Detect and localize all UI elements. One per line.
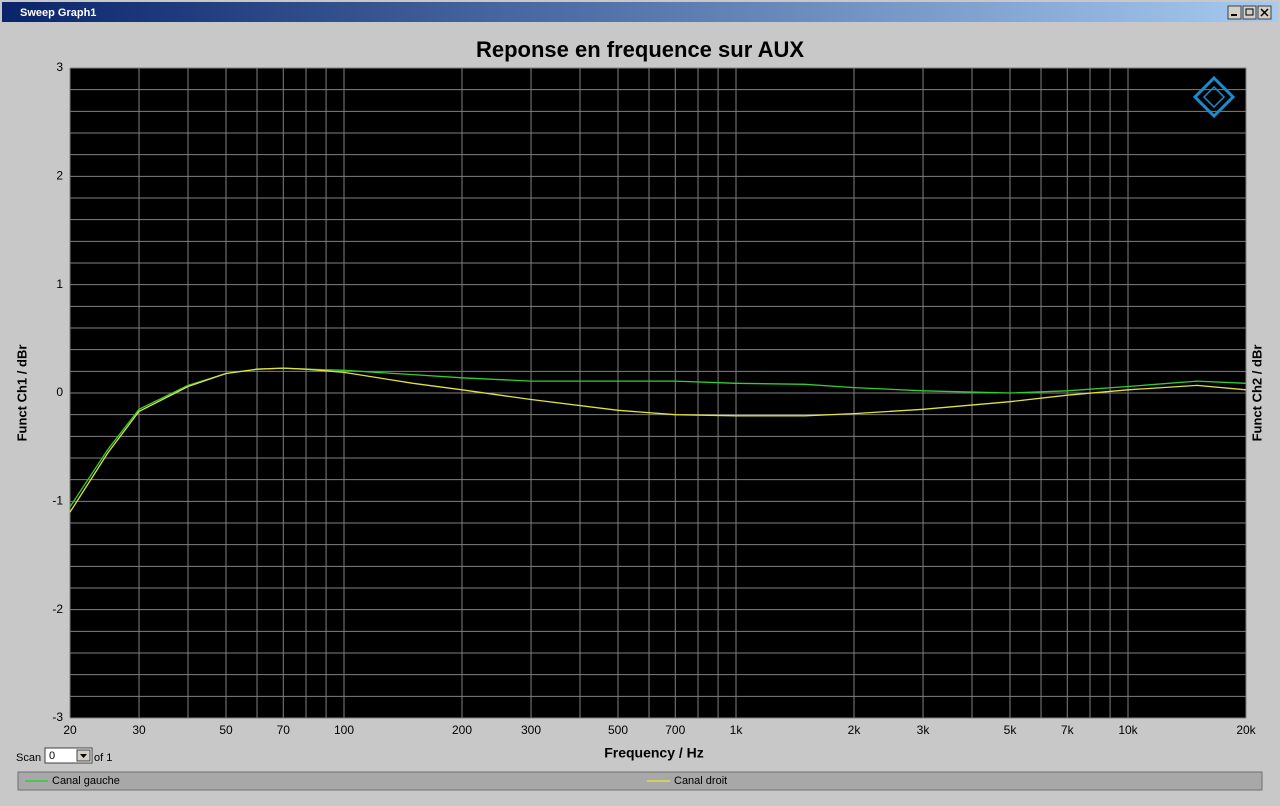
- legend-bar: [17, 771, 1263, 791]
- logo: [1192, 75, 1236, 119]
- legend: Canal gauche Canal droit: [25, 775, 727, 787]
- x-tick-label: 300: [521, 723, 541, 737]
- logo-diamond: [1192, 75, 1236, 119]
- x-tick-label: 200: [452, 723, 472, 737]
- window-buttons[interactable]: [1227, 5, 1272, 20]
- y-tick-label: -2: [52, 602, 63, 616]
- window-title: Sweep Graph1: [20, 7, 96, 19]
- y-tick-label: 0: [56, 385, 63, 399]
- x-tick-label: 10k: [1118, 723, 1138, 737]
- x-tick-label: 700: [665, 723, 685, 737]
- minimize-button[interactable]: [1227, 5, 1242, 20]
- scan-value: 0: [49, 750, 55, 762]
- y-axis-label: Funct Ch1 / dBr: [14, 345, 29, 442]
- x-tick-label: 20: [63, 723, 77, 737]
- scan-label: Scan: [16, 752, 41, 764]
- scan-of: of 1: [94, 752, 112, 764]
- x-tick-label: 2k: [848, 723, 862, 737]
- logo-inner: [1202, 85, 1226, 109]
- x-tick-label: 3k: [917, 723, 931, 737]
- x-tick-label: 100: [334, 723, 354, 737]
- chart-title: Reponse en frequence sur AUX: [476, 37, 804, 62]
- y-tick-label: 2: [56, 169, 63, 183]
- series-line: [69, 367, 1247, 513]
- x-tick-label: 20k: [1236, 723, 1256, 737]
- x-tick-label: 30: [132, 723, 146, 737]
- x-tick-label: 70: [277, 723, 291, 737]
- legend-label: Canal droit: [674, 775, 727, 787]
- x-tick-label: 500: [608, 723, 628, 737]
- x-axis-label: Frequency / Hz: [604, 745, 704, 761]
- title-bar: [2, 2, 1278, 22]
- dropdown-arrow: [80, 754, 87, 758]
- legend-label: Canal gauche: [52, 775, 120, 787]
- x-tick-label: 5k: [1004, 723, 1018, 737]
- close-icon: [1260, 8, 1269, 17]
- grid: [69, 67, 1247, 719]
- y-tick-label: -1: [52, 494, 63, 508]
- x-tick-label: 7k: [1061, 723, 1075, 737]
- series-lines: [69, 367, 1247, 513]
- y-tick-label: 3: [56, 60, 63, 74]
- maximize-button[interactable]: [1242, 5, 1257, 20]
- y-tick-label: 1: [56, 277, 63, 291]
- x-tick-label: 1k: [730, 723, 744, 737]
- x-tick-label: 50: [219, 723, 233, 737]
- y2-axis-label: Funct Ch2 / dBr: [1249, 345, 1264, 442]
- y-tick-label: -3: [52, 710, 63, 724]
- maximize-icon: [1245, 8, 1254, 16]
